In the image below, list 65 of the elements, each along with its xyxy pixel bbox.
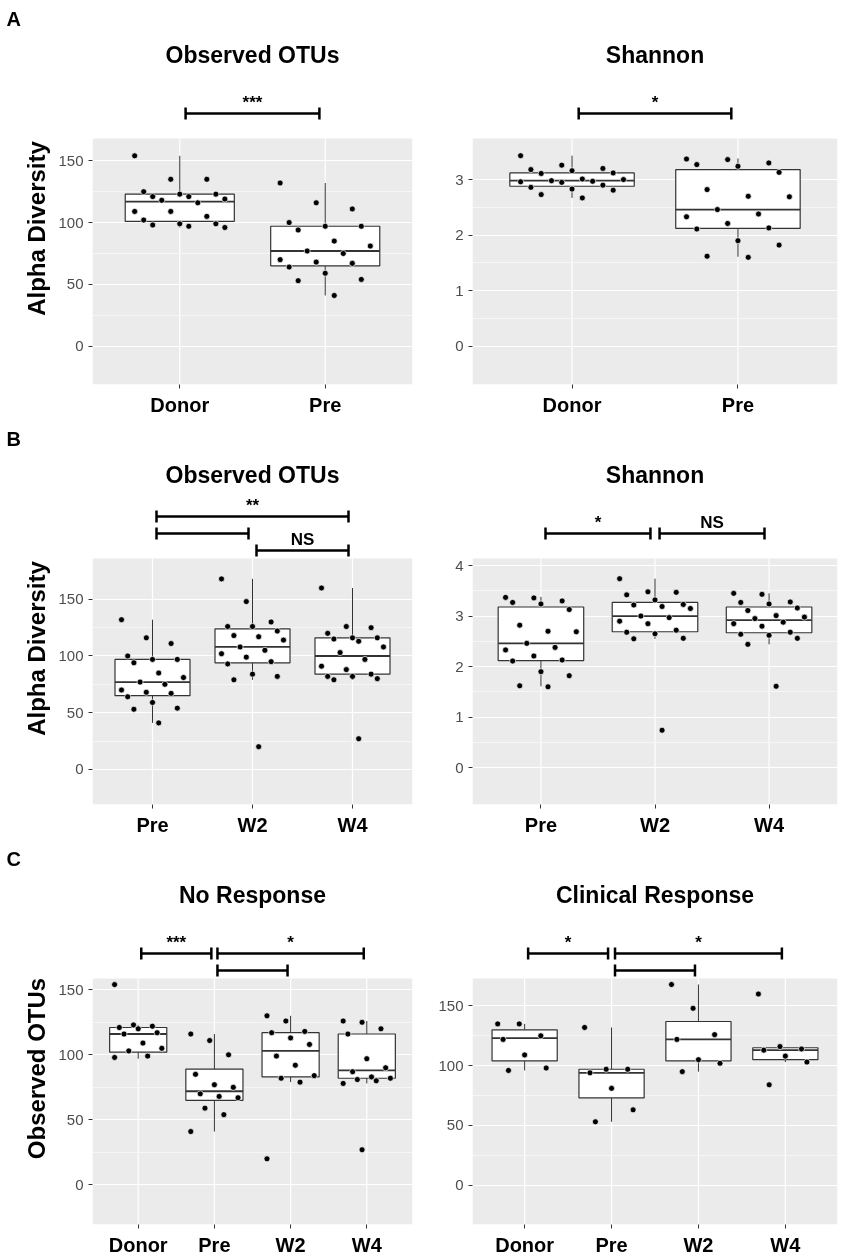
x-tick-label: Pre (136, 813, 169, 836)
text: B (6, 427, 21, 450)
y-tick-label: 0 (455, 1176, 464, 1194)
y-tick-label: 0 (455, 758, 464, 776)
x-tick-label: W4 (351, 1233, 383, 1256)
x-tick-label: W2 (640, 813, 670, 836)
y-tick-label: 150 (58, 590, 84, 608)
text: NS (700, 512, 724, 532)
x-tick-label: W4 (754, 813, 785, 836)
chart-title: No Response (179, 881, 326, 908)
text: * (594, 512, 602, 532)
x-tick-label: Pre (198, 1233, 231, 1256)
y-tick-label: 50 (66, 1110, 84, 1128)
text: * (564, 932, 572, 952)
y-axis-title: Observed OTUs (23, 977, 51, 1160)
y-tick-label: 150 (58, 151, 84, 169)
y-axis-title: Alpha Diversity (23, 560, 51, 736)
y-tick-label: 100 (58, 1045, 84, 1063)
text: * (651, 92, 659, 112)
x-tick-label: Pre (595, 1233, 628, 1256)
chart-title: Observed OTUs (165, 461, 340, 488)
y-tick-label: 150 (58, 980, 84, 998)
x-tick-label: W2 (237, 813, 268, 836)
chart-title: Observed OTUs (165, 41, 340, 68)
text: A (6, 7, 21, 30)
y-tick-label: 50 (446, 1116, 464, 1134)
y-tick-label: 150 (438, 996, 464, 1014)
y-axis-title: Alpha Diversity (23, 140, 51, 316)
y-tick-label: 1 (455, 708, 464, 726)
x-tick-label: Donor (150, 393, 210, 416)
y-tick-label: 0 (75, 760, 84, 778)
y-tick-label: 0 (75, 1175, 84, 1193)
x-tick-label: W4 (770, 1233, 802, 1256)
y-tick-label: 2 (455, 657, 464, 675)
x-tick-label: Donor (108, 1233, 168, 1256)
y-tick-label: 0 (75, 337, 84, 355)
y-tick-label: 2 (455, 226, 464, 244)
text: ** (245, 495, 260, 515)
text: *** (166, 932, 187, 952)
y-tick-label: 100 (58, 213, 84, 231)
text: NS (290, 529, 315, 549)
y-tick-label: 1 (455, 281, 464, 299)
text: *** (242, 92, 263, 112)
y-tick-label: 4 (455, 556, 464, 574)
text: * (695, 932, 703, 952)
chart-title: Shannon (605, 461, 705, 488)
x-tick-label: W4 (337, 813, 369, 836)
y-tick-label: 3 (455, 607, 464, 625)
text: C (6, 847, 21, 870)
y-tick-label: 100 (58, 646, 84, 664)
chart-title: Shannon (605, 41, 705, 68)
y-tick-label: 50 (66, 275, 84, 293)
y-tick-label: 100 (438, 1056, 464, 1074)
chart-title: Clinical Response (555, 881, 755, 908)
x-tick-label: Pre (524, 813, 558, 836)
x-tick-label: W2 (683, 1233, 714, 1256)
y-tick-label: 0 (455, 337, 464, 355)
x-tick-label: Donor (542, 393, 602, 416)
x-tick-label: Pre (721, 393, 755, 416)
y-tick-label: 3 (455, 170, 464, 188)
x-tick-label: W2 (275, 1233, 306, 1256)
y-tick-label: 50 (66, 703, 84, 721)
x-tick-label: Pre (309, 393, 342, 416)
x-tick-label: Donor (495, 1233, 555, 1256)
text: * (287, 932, 295, 952)
